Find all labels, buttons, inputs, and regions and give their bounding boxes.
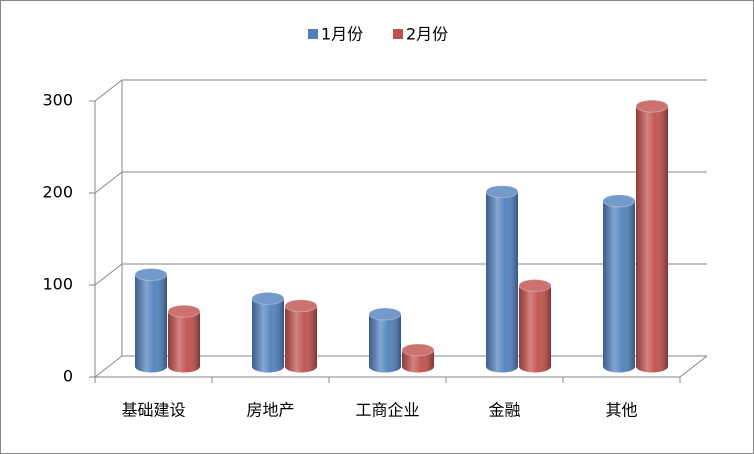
- grid-diagonal: [94, 355, 123, 378]
- y-tick-label: 100: [42, 275, 73, 294]
- bar-shade: [135, 274, 167, 373]
- bar-top: [167, 304, 201, 318]
- bar-top-light: [135, 268, 167, 281]
- bar-shade: [285, 305, 317, 373]
- legend-label: 2月份: [406, 25, 448, 44]
- bar-shade: [369, 314, 401, 373]
- bar-top: [602, 194, 636, 208]
- legend-swatch: [393, 29, 403, 39]
- bar-top: [485, 185, 519, 199]
- y-tick-label: 0: [63, 367, 73, 386]
- legend-swatch: [308, 29, 318, 39]
- bar-top-light: [369, 308, 401, 321]
- bar-shade: [486, 191, 518, 373]
- bar-shade: [603, 200, 635, 373]
- bar-shade: [168, 311, 200, 373]
- bar-shade: [252, 298, 284, 373]
- legend-label: 1月份: [321, 25, 363, 44]
- bar-top-light: [603, 194, 635, 207]
- grid-diagonal: [94, 79, 123, 102]
- x-tick-label: 其他: [605, 401, 637, 420]
- bar-top-light: [486, 185, 518, 198]
- y-tick-label: 200: [42, 183, 73, 202]
- grid-diagonal: [94, 263, 123, 286]
- bar-top-light: [402, 343, 434, 356]
- x-tick-label: 金融: [488, 401, 520, 420]
- grid-diagonal: [94, 171, 123, 194]
- bar-shade: [402, 349, 434, 373]
- floor-right: [679, 355, 708, 378]
- bar-top-light: [168, 305, 200, 318]
- bar-top: [401, 343, 435, 357]
- bar-shade: [636, 106, 668, 373]
- bar-top-light: [519, 279, 551, 292]
- x-tick-label: 房地产: [246, 401, 294, 420]
- bar-top: [635, 99, 669, 113]
- bar-top: [284, 299, 318, 313]
- bar-top-light: [285, 299, 317, 312]
- bar-top: [251, 291, 285, 305]
- bar-shade: [519, 285, 551, 373]
- bar-top: [134, 268, 168, 281]
- bar-top-light: [252, 292, 284, 305]
- x-tick-label: 工商企业: [355, 401, 419, 420]
- x-tick-label: 基础建设: [121, 401, 185, 420]
- bar-top: [368, 307, 402, 321]
- bar-top: [518, 279, 552, 293]
- y-tick-label: 300: [42, 91, 73, 110]
- bar-top-light: [636, 100, 668, 113]
